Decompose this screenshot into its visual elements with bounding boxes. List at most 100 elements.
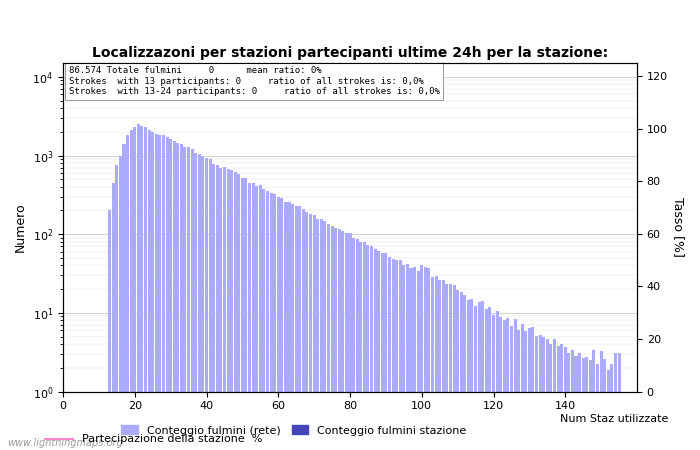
Bar: [614, 353, 617, 450]
Bar: [180, 144, 183, 450]
Bar: [546, 339, 549, 450]
Bar: [302, 209, 305, 450]
Bar: [499, 317, 502, 450]
Bar: [381, 253, 384, 450]
Bar: [133, 127, 136, 450]
Bar: [578, 353, 581, 450]
Bar: [256, 186, 258, 450]
Bar: [349, 233, 351, 450]
Bar: [334, 228, 337, 450]
Bar: [596, 364, 599, 450]
Bar: [144, 127, 147, 450]
Bar: [280, 198, 284, 450]
Bar: [503, 320, 506, 450]
Bar: [406, 264, 409, 450]
Bar: [395, 260, 398, 450]
Bar: [209, 159, 211, 450]
Bar: [352, 238, 355, 450]
Bar: [564, 347, 567, 450]
Bar: [198, 153, 201, 450]
Bar: [402, 265, 405, 450]
Text: Num Staz utilizzate: Num Staz utilizzate: [560, 414, 668, 424]
Bar: [216, 166, 219, 450]
Y-axis label: Tasso [%]: Tasso [%]: [671, 197, 685, 257]
Bar: [542, 337, 545, 450]
Bar: [517, 330, 520, 450]
Bar: [377, 251, 380, 450]
Bar: [600, 351, 603, 450]
Bar: [510, 326, 513, 450]
Bar: [237, 175, 240, 450]
Bar: [463, 295, 466, 450]
Bar: [169, 140, 172, 450]
Bar: [553, 339, 556, 450]
Bar: [567, 353, 570, 450]
Bar: [556, 346, 559, 450]
Bar: [298, 207, 301, 450]
Bar: [323, 220, 326, 450]
Bar: [607, 370, 610, 450]
Bar: [223, 167, 226, 450]
Bar: [582, 358, 584, 450]
Bar: [431, 277, 434, 450]
Bar: [370, 246, 373, 450]
Bar: [291, 204, 294, 450]
Bar: [276, 197, 280, 450]
Bar: [435, 276, 438, 450]
Bar: [610, 364, 613, 450]
Bar: [148, 130, 150, 450]
Bar: [388, 257, 391, 450]
Bar: [356, 239, 358, 450]
Bar: [413, 267, 416, 450]
Bar: [126, 135, 129, 450]
Bar: [112, 183, 115, 450]
Bar: [363, 242, 366, 450]
Bar: [320, 219, 323, 450]
Bar: [141, 126, 144, 450]
Bar: [575, 356, 577, 450]
Bar: [496, 310, 498, 450]
Bar: [592, 350, 596, 450]
Bar: [190, 149, 194, 450]
Bar: [342, 230, 344, 450]
Bar: [571, 350, 574, 450]
Bar: [162, 135, 165, 450]
Bar: [456, 290, 459, 450]
Bar: [474, 306, 477, 450]
Bar: [212, 164, 215, 450]
Bar: [194, 153, 197, 450]
Bar: [410, 269, 412, 450]
Bar: [176, 143, 179, 450]
Bar: [337, 230, 341, 450]
Bar: [187, 148, 190, 450]
Bar: [270, 194, 272, 450]
Bar: [251, 183, 255, 450]
Bar: [227, 169, 230, 450]
Bar: [485, 309, 488, 450]
Text: www.lightningmaps.org: www.lightningmaps.org: [7, 438, 122, 448]
Bar: [151, 132, 154, 450]
Bar: [305, 212, 309, 450]
Bar: [230, 171, 233, 450]
Bar: [531, 328, 535, 450]
Bar: [445, 284, 449, 450]
Bar: [205, 158, 208, 450]
Title: Localizzazoni per stazioni partecipanti ultime 24h per la stazione:: Localizzazoni per stazioni partecipanti …: [92, 46, 608, 60]
Bar: [416, 271, 420, 450]
Bar: [384, 253, 387, 450]
Bar: [119, 156, 122, 450]
Bar: [449, 284, 452, 450]
Bar: [241, 177, 244, 450]
Bar: [122, 144, 125, 450]
Bar: [452, 284, 456, 450]
Bar: [116, 165, 118, 450]
Bar: [428, 268, 430, 450]
Bar: [589, 360, 592, 450]
Text: 86.574 Totale fulmini     0      mean ratio: 0%
Strokes  with 13 participants: 0: 86.574 Totale fulmini 0 mean ratio: 0% S…: [69, 66, 440, 96]
Bar: [399, 260, 402, 450]
Bar: [470, 299, 473, 450]
Legend: Partecipazione della stazione  %: Partecipazione della stazione %: [41, 430, 267, 449]
Bar: [316, 219, 319, 450]
Bar: [266, 191, 269, 450]
Bar: [585, 357, 588, 450]
